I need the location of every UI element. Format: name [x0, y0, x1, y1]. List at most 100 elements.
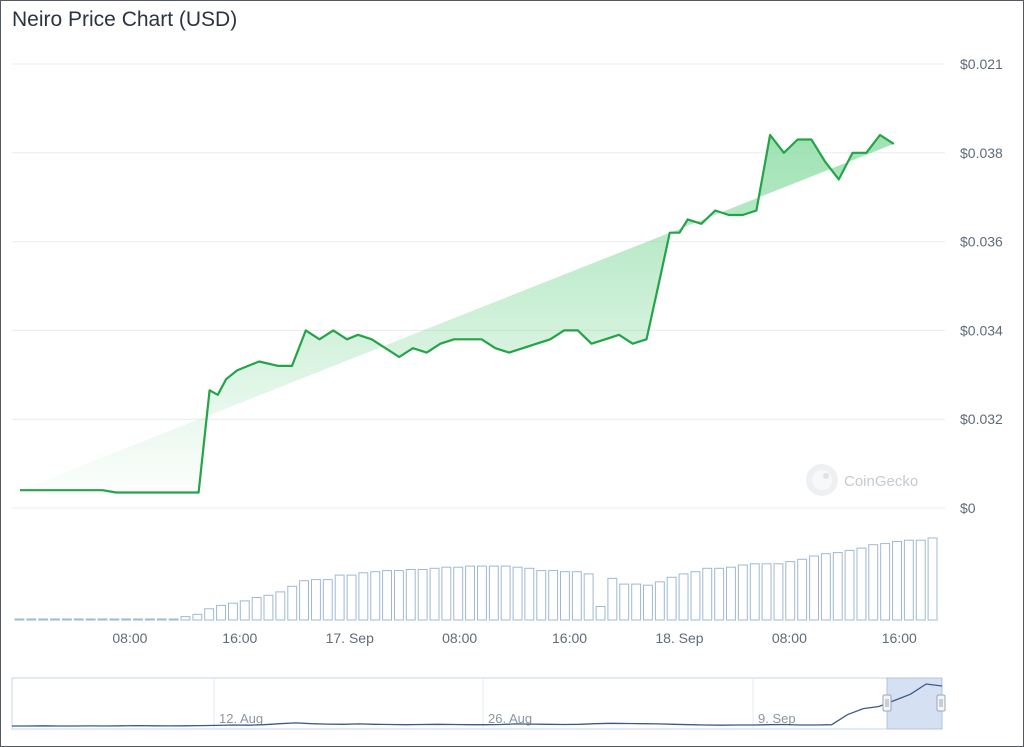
volume-bar [239, 600, 250, 621]
volume-bar [856, 547, 867, 621]
navigator-handle[interactable] [936, 694, 946, 712]
volume-bar [654, 581, 665, 621]
price-line [20, 133, 895, 494]
volume-bar [85, 618, 96, 621]
volume-bar [299, 580, 310, 621]
navigator-panel[interactable] [11, 677, 943, 730]
volume-bar [488, 565, 499, 621]
navigator-selection[interactable] [886, 677, 943, 730]
x-tick-label: 08:00 [442, 630, 477, 646]
volume-bar [643, 584, 653, 621]
volume-bar [405, 569, 416, 621]
y-tick-label: $0.032 [960, 411, 1003, 427]
volume-bar [38, 618, 49, 621]
volume-bar [334, 574, 345, 621]
volume-bar [263, 594, 274, 621]
coingecko-watermark-text: CoinGecko [844, 473, 918, 490]
x-tick-label: 18. Sep [655, 630, 703, 646]
volume-bar [394, 570, 404, 621]
volume-bar [880, 543, 891, 621]
volume-bar [144, 618, 155, 621]
x-tick-label: 08:00 [772, 630, 807, 646]
volume-bar [773, 563, 784, 621]
chart-title: Neiro Price Chart (USD) [12, 8, 238, 31]
volume-bar [702, 567, 713, 621]
volume-bar [631, 583, 642, 621]
volume-bar [868, 544, 879, 621]
volume-bar [761, 563, 772, 621]
volume-bar [548, 570, 559, 621]
volume-bar [61, 618, 72, 621]
volume-bar [204, 608, 215, 621]
price-area [20, 135, 894, 493]
volume-bar [583, 573, 594, 621]
volume-bar [560, 571, 570, 621]
volume-bar [524, 567, 535, 621]
volume-bar [465, 565, 476, 621]
volume-bar [512, 566, 523, 621]
volume-bar [892, 540, 902, 621]
volume-bar [915, 539, 926, 621]
volume-bar [737, 564, 748, 621]
volume-bar [607, 577, 618, 621]
volume-bar [453, 566, 464, 621]
volume-bar [832, 552, 843, 621]
volume-bar [14, 618, 25, 621]
x-tick-label: 16:00 [882, 630, 917, 646]
volume-bar [690, 571, 701, 621]
volume-bar [228, 602, 238, 621]
volume-bar [311, 579, 321, 621]
volume-bar [382, 570, 393, 621]
volume-bar [678, 573, 689, 621]
volume-bar [346, 574, 357, 621]
y-tick-label: $0.021 [960, 56, 1003, 72]
volume-bar [50, 618, 60, 621]
volume-bar [192, 613, 203, 621]
x-tick-label: 08:00 [112, 630, 147, 646]
volume-bar [216, 604, 227, 621]
volume-bar [726, 566, 736, 621]
y-tick-label: $0 [960, 500, 976, 516]
volume-bar [666, 576, 677, 621]
volume-bar [714, 567, 725, 621]
volume-bar [180, 616, 191, 621]
volume-bar [619, 583, 630, 621]
volume-bar [500, 565, 511, 621]
coingecko-watermark: CoinGecko [806, 464, 918, 496]
volume-bar [26, 618, 37, 621]
volume-bar [109, 618, 120, 621]
volume-bar [73, 618, 84, 621]
volume-bar [820, 553, 831, 621]
volume-bar [275, 591, 286, 621]
navigator-tick-label: 26. Aug [488, 711, 532, 726]
volume-bar [809, 555, 819, 621]
volume-bar [797, 558, 808, 621]
volume-bar [536, 570, 547, 621]
volume-bar [477, 565, 487, 621]
volume-bar [844, 549, 855, 621]
navigator-handle[interactable] [882, 694, 892, 712]
volume-bar [156, 618, 167, 621]
volume-bar [595, 606, 606, 621]
navigator-line [12, 683, 943, 727]
volume-bar [370, 571, 381, 621]
navigator-tick-label: 12. Aug [219, 711, 263, 726]
volume-bar [417, 569, 428, 621]
volume-bar [358, 572, 369, 621]
volume-bar [322, 579, 333, 621]
navigator-tick-label: 9. Sep [758, 711, 796, 726]
y-tick-label: $0.038 [960, 145, 1003, 161]
volume-bar [571, 571, 582, 621]
volume-bar [927, 537, 938, 621]
volume-bar [903, 539, 914, 621]
volume-bar [429, 567, 440, 621]
volume-bar [97, 618, 108, 621]
volume-bar [441, 566, 452, 621]
volume-bar [168, 618, 179, 621]
volume-bar [785, 561, 796, 621]
volume-bar [287, 585, 298, 621]
y-tick-label: $0.034 [960, 322, 1003, 338]
volume-bar [133, 618, 144, 621]
